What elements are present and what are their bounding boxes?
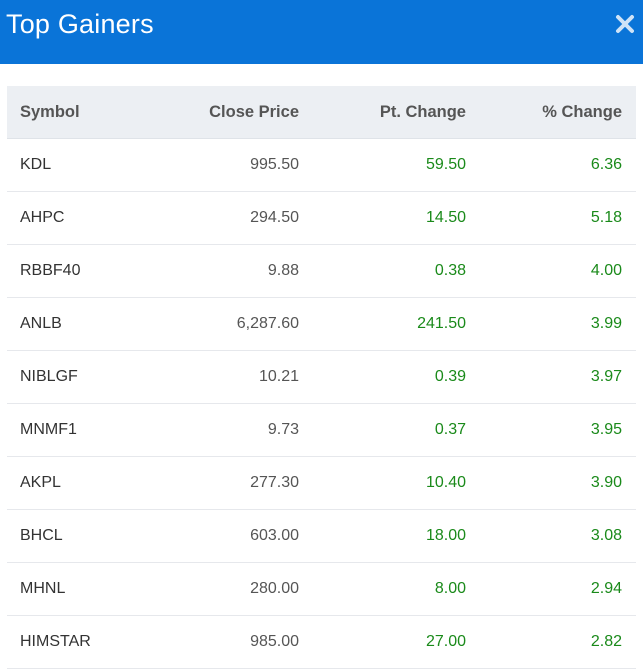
cell-symbol[interactable]: MHNL [20, 580, 66, 597]
column-header-pct-change[interactable]: % Change [542, 103, 622, 121]
cell-pct-change: 3.97 [590, 368, 622, 385]
cell-symbol[interactable]: MNMF1 [20, 421, 77, 438]
table-row[interactable]: AHPC 294.50 14.50 5.18 [7, 192, 636, 245]
gainers-table: Symbol Close Price Pt. Change % Change K… [7, 86, 636, 669]
cell-symbol[interactable]: KDL [20, 156, 52, 173]
cell-symbol[interactable]: NIBLGF [20, 368, 78, 385]
cell-symbol[interactable]: HIMSTAR [20, 633, 91, 650]
cell-pt-change: 14.50 [425, 209, 466, 226]
cell-close-price: 6,287.60 [236, 315, 299, 332]
cell-close-price: 294.50 [250, 209, 299, 226]
cell-pct-change: 6.36 [590, 156, 622, 173]
cell-close-price: 9.73 [267, 421, 299, 438]
column-header-symbol[interactable]: Symbol [20, 103, 80, 121]
cell-symbol[interactable]: AHPC [20, 209, 65, 226]
cell-pct-change: 2.94 [590, 580, 622, 597]
table-row[interactable]: ANLB 6,287.60 241.50 3.99 [7, 298, 636, 351]
cell-pct-change: 4.00 [590, 262, 622, 279]
table-row[interactable]: AKPL 277.30 10.40 3.90 [7, 457, 636, 510]
cell-pt-change: 10.40 [425, 474, 466, 491]
cell-symbol[interactable]: RBBF40 [20, 262, 81, 279]
cell-pct-change: 2.82 [590, 633, 622, 650]
cell-pt-change: 59.50 [425, 156, 466, 173]
dialog-header: Top Gainers [0, 0, 643, 64]
cell-close-price: 603.00 [250, 527, 299, 544]
cell-pct-change: 3.95 [590, 421, 622, 438]
cell-symbol[interactable]: BHCL [20, 527, 63, 544]
column-header-close-price[interactable]: Close Price [209, 103, 299, 121]
table-header-row: Symbol Close Price Pt. Change % Change [7, 86, 636, 139]
cell-symbol[interactable]: ANLB [20, 315, 62, 332]
cell-close-price: 9.88 [267, 262, 299, 279]
cell-pct-change: 3.08 [590, 527, 622, 544]
cell-pct-change: 3.90 [590, 474, 622, 491]
cell-pt-change: 8.00 [434, 580, 466, 597]
cell-close-price: 995.50 [250, 156, 299, 173]
table-row[interactable]: MNMF1 9.73 0.37 3.95 [7, 404, 636, 457]
table-row[interactable]: MHNL 280.00 8.00 2.94 [7, 563, 636, 616]
cell-pt-change: 241.50 [417, 315, 466, 332]
cell-close-price: 10.21 [258, 368, 299, 385]
cell-pt-change: 0.39 [434, 368, 466, 385]
dialog-title: Top Gainers [6, 9, 154, 39]
cell-pt-change: 0.38 [434, 262, 466, 279]
cell-close-price: 280.00 [250, 580, 299, 597]
cell-pt-change: 27.00 [425, 633, 466, 650]
table-row[interactable]: KDL 995.50 59.50 6.36 [7, 139, 636, 192]
cell-pt-change: 0.37 [434, 421, 466, 438]
cell-pct-change: 3.99 [590, 315, 622, 332]
column-header-pt-change[interactable]: Pt. Change [379, 103, 466, 121]
close-icon[interactable] [613, 12, 637, 36]
table-row[interactable]: NIBLGF 10.21 0.39 3.97 [7, 351, 636, 404]
table-row[interactable]: RBBF40 9.88 0.38 4.00 [7, 245, 636, 298]
cell-pct-change: 5.18 [590, 209, 622, 226]
table-row[interactable]: HIMSTAR 985.00 27.00 2.82 [7, 616, 636, 669]
cell-close-price: 277.30 [250, 474, 299, 491]
cell-close-price: 985.00 [250, 633, 299, 650]
cell-pt-change: 18.00 [425, 527, 466, 544]
cell-symbol[interactable]: AKPL [20, 474, 61, 491]
table-row[interactable]: BHCL 603.00 18.00 3.08 [7, 510, 636, 563]
